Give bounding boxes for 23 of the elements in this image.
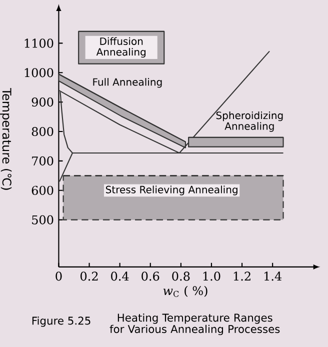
y-axis-title: Temperature (℃) xyxy=(0,88,12,190)
y-tick-label: 1000 xyxy=(24,68,54,78)
y-tick-label: 600 xyxy=(32,186,54,195)
x-axis-title: w$_{C}$ ( %) xyxy=(163,286,208,297)
y-tick-label: 900 xyxy=(32,98,54,107)
x-tick-label: 1.2 xyxy=(234,272,250,281)
text: Heating Temperature Ranges for Various Annealing Processes xyxy=(110,313,280,336)
x-tick-label: 0.4 xyxy=(110,272,129,281)
y-tick-label: 800 xyxy=(32,126,54,136)
x-tick-label: 0.2 xyxy=(80,272,98,281)
caption: Figure 5.25 xyxy=(32,316,90,327)
annotation: Full Annealing xyxy=(93,78,162,88)
y-tick-label: 500 xyxy=(32,215,54,224)
annotation: Spheroidizing Annealing xyxy=(216,111,283,132)
y-tick-label: 1100 xyxy=(24,38,54,48)
x-tick-label: 0.6 xyxy=(141,272,160,281)
x-tick-label: 1.4 xyxy=(264,272,282,281)
y-tick-label: 700 xyxy=(32,156,54,166)
annotation: Stress Relieving Annealing xyxy=(106,186,238,196)
annotation: Diffusion Annealing xyxy=(96,37,146,58)
x-tick-label: 0 xyxy=(56,272,62,281)
x-tick-label: 0.8 xyxy=(172,272,190,281)
x-tick-label: 1.0 xyxy=(203,272,220,281)
